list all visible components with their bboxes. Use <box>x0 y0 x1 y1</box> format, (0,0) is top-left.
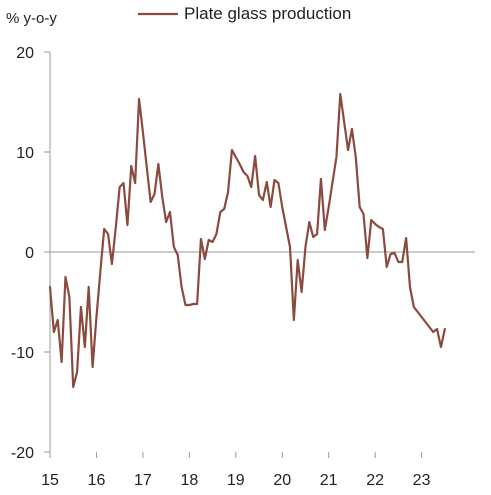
x-tick-label: 17 <box>134 472 152 489</box>
y-tick-label: 20 <box>16 45 34 62</box>
x-tick-label: 18 <box>180 472 198 489</box>
y-axis-unit-label: % y-o-y <box>6 10 57 27</box>
x-axis: 15 16 17 18 19 20 21 22 23 <box>41 452 431 489</box>
legend-label-plate-glass: Plate glass production <box>184 4 351 23</box>
x-tick-label: 15 <box>41 472 59 489</box>
x-tick-label: 22 <box>366 472 384 489</box>
x-tick-label: 16 <box>88 472 106 489</box>
legend: Plate glass production <box>138 4 351 23</box>
x-tick-label: 20 <box>273 472 291 489</box>
series-group <box>48 92 446 389</box>
x-tick-label: 21 <box>320 472 338 489</box>
y-tick-label: 10 <box>16 145 34 162</box>
y-tick-label: -20 <box>11 445 34 462</box>
y-axis: 20 10 0 -10 -20 <box>11 45 50 462</box>
x-tick-label: 23 <box>413 472 431 489</box>
y-tick-label: -10 <box>11 345 34 362</box>
series-line-plate-glass-production <box>48 92 446 389</box>
x-tick-label: 19 <box>227 472 245 489</box>
y-tick-label: 0 <box>25 245 34 262</box>
